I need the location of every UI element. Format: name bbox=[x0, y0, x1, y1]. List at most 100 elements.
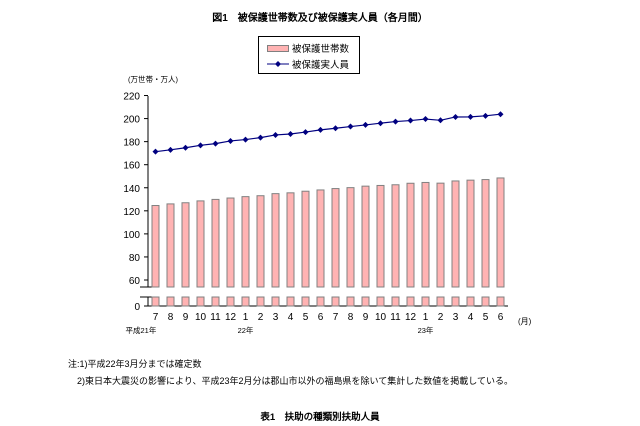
bar bbox=[271, 193, 280, 288]
x-unit-label: (月) bbox=[518, 317, 532, 326]
bar bbox=[391, 184, 400, 288]
bar-lower bbox=[181, 296, 190, 307]
line-point bbox=[227, 137, 234, 144]
y-tick-label: 140 bbox=[123, 184, 140, 195]
x-tick-label: 3 bbox=[273, 312, 279, 323]
line-point bbox=[257, 134, 264, 141]
unit-label: (万世帯・万人) bbox=[128, 75, 178, 84]
line-point bbox=[467, 113, 474, 120]
x-tick-label: 5 bbox=[303, 312, 309, 323]
bar bbox=[451, 180, 460, 288]
x-tick-label: 1 bbox=[423, 312, 429, 323]
x-tick-label: 2 bbox=[258, 312, 264, 323]
x-tick-label: 11 bbox=[210, 312, 221, 323]
x-tick-label: 1 bbox=[243, 312, 249, 323]
bar bbox=[346, 187, 355, 288]
legend-item-households: 被保護世帯数 bbox=[267, 41, 349, 55]
bar bbox=[316, 189, 325, 288]
x-tick-label: 12 bbox=[225, 312, 237, 323]
y-tick-label: 180 bbox=[123, 138, 140, 149]
legend-label: 被保護実人員 bbox=[292, 60, 350, 71]
legend-label: 被保護世帯数 bbox=[292, 44, 350, 55]
bar-swatch-icon bbox=[267, 44, 289, 52]
bar-lower bbox=[256, 296, 265, 307]
bar bbox=[361, 185, 370, 288]
line-point bbox=[287, 131, 294, 138]
bar bbox=[436, 182, 445, 288]
bar bbox=[496, 177, 505, 288]
bar-lower bbox=[391, 296, 400, 307]
line-point bbox=[242, 136, 249, 143]
notes: 注:1)平成22年3月分までは確定数 2)東日本大震災の影響により、平成23年2… bbox=[68, 356, 513, 390]
y-tick-label: 200 bbox=[123, 115, 140, 126]
bar-lower bbox=[436, 296, 445, 307]
x-tick-label: 4 bbox=[468, 312, 474, 323]
bar-lower bbox=[466, 296, 475, 307]
note-1: 注:1)平成22年3月分までは確定数 bbox=[68, 359, 202, 369]
table-title: 表1 扶助の種類別扶助人員 bbox=[260, 412, 380, 423]
bar bbox=[211, 198, 220, 288]
bar-lower bbox=[271, 296, 280, 307]
bar bbox=[481, 179, 490, 288]
bar bbox=[466, 179, 475, 288]
bar bbox=[241, 196, 250, 288]
bar-lower bbox=[331, 296, 340, 307]
x-tick-label: 9 bbox=[363, 312, 369, 323]
bar bbox=[301, 190, 310, 288]
line-point bbox=[392, 118, 399, 125]
line-point bbox=[152, 148, 159, 155]
y-tick-label: 220 bbox=[123, 92, 140, 103]
x-tick-label: 6 bbox=[318, 312, 324, 323]
bar bbox=[166, 203, 175, 288]
x-tick-label: 10 bbox=[375, 312, 387, 323]
bar-lower bbox=[361, 296, 370, 307]
line-point bbox=[422, 116, 429, 123]
y-tick-label: 120 bbox=[123, 207, 140, 218]
line-point bbox=[437, 117, 444, 124]
series-line bbox=[155, 113, 501, 153]
x-tick-label: 12 bbox=[405, 312, 417, 323]
line-point bbox=[377, 120, 384, 127]
bar bbox=[196, 200, 205, 288]
line-point bbox=[347, 123, 354, 130]
bar bbox=[256, 195, 265, 288]
x-tick-label: 4 bbox=[288, 312, 294, 323]
y-tick-label: 0 bbox=[134, 302, 140, 313]
line-point bbox=[407, 117, 414, 124]
y-tick-label: 100 bbox=[123, 230, 140, 241]
x-tick-label: 11 bbox=[390, 312, 401, 323]
line-point bbox=[497, 111, 504, 118]
x-tick-label: 3 bbox=[453, 312, 459, 323]
bar-lower bbox=[376, 296, 385, 307]
chart-title: 図1 被保護世帯数及び被保護実人員（各月間） bbox=[212, 13, 428, 24]
bar bbox=[286, 192, 295, 288]
bar-lower bbox=[451, 296, 460, 307]
y-tick-label: 80 bbox=[129, 253, 141, 264]
line-point bbox=[317, 126, 324, 133]
line-point bbox=[212, 140, 219, 147]
line-point bbox=[452, 113, 459, 120]
bar bbox=[406, 182, 415, 288]
x-tick-label: 7 bbox=[153, 312, 159, 323]
bar-lower bbox=[316, 296, 325, 307]
x-tick-label: 10 bbox=[195, 312, 207, 323]
x-tick-label: 2 bbox=[438, 312, 444, 323]
bar bbox=[151, 205, 160, 288]
x-tick-label: 7 bbox=[333, 312, 339, 323]
line-point bbox=[197, 142, 204, 149]
year-label: 22年 bbox=[238, 325, 254, 335]
bar-lower bbox=[481, 296, 490, 307]
bar-lower bbox=[226, 296, 235, 307]
bar bbox=[226, 197, 235, 288]
bar bbox=[421, 181, 430, 288]
bar-lower bbox=[406, 296, 415, 307]
bar-lower bbox=[241, 296, 250, 307]
x-tick-label: 8 bbox=[348, 312, 354, 323]
bar-lower bbox=[421, 296, 430, 307]
line-point bbox=[482, 112, 489, 119]
bar bbox=[181, 202, 190, 288]
bar-lower bbox=[196, 296, 205, 307]
line-point bbox=[182, 144, 189, 151]
x-tick-label: 8 bbox=[168, 312, 174, 323]
